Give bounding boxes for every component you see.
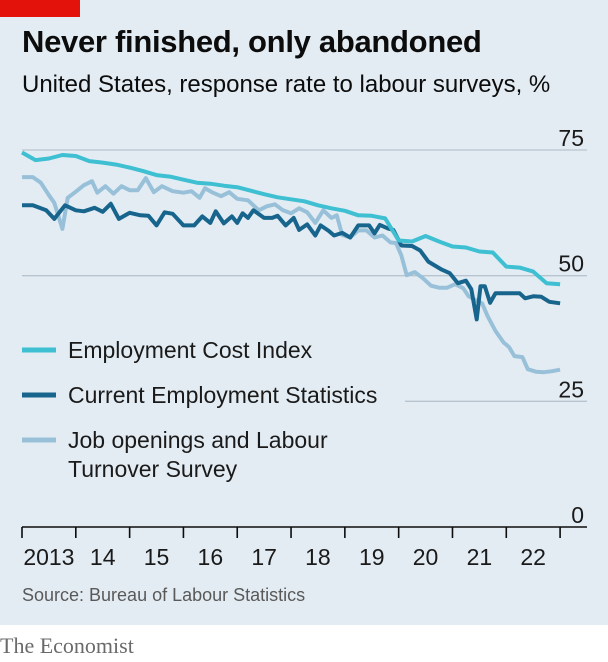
legend-label-2-line2: Turnover Survey (68, 456, 238, 482)
source-note: Source: Bureau of Labour Statistics (22, 585, 306, 605)
line-chart: 0 25 50 75 Employment Cost Index Current Emp… (21, 125, 587, 570)
chart-panel: Never finished, only abandoned United St… (0, 0, 608, 625)
y-tick-label-50: 50 (558, 251, 584, 277)
x-tick-label-20: 20 (413, 544, 439, 570)
series-line-0 (21, 150, 561, 287)
x-tick-label-14: 14 (90, 544, 116, 570)
legend-label-2: Job openings and Labour (68, 427, 328, 453)
x-tick-label-18: 18 (305, 544, 331, 570)
series-line-1 (22, 201, 561, 322)
y-tick-label-25: 25 (558, 376, 584, 402)
x-tick-label-22: 22 (520, 544, 546, 570)
x-tick-label-19: 19 (359, 544, 385, 570)
x-tick-label-15: 15 (144, 544, 170, 570)
chart-title: Never finished, only abandoned (22, 24, 482, 59)
chart-subtitle: United States, response rate to labour s… (22, 71, 551, 98)
legend-label-1: Current Employment Statistics (68, 382, 377, 408)
x-tick-label-21: 21 (467, 544, 493, 570)
y-tick-label-75: 75 (558, 125, 584, 151)
legend: Employment Cost Index Current Employment … (22, 337, 377, 482)
x-tick-label-16: 16 (198, 544, 224, 570)
grid-lines: 0 25 50 75 (22, 125, 587, 528)
x-tick-label-17: 17 (251, 544, 277, 570)
brand-red-tag (0, 0, 80, 17)
y-tick-label-0: 0 (571, 502, 584, 528)
series-lines (21, 150, 561, 375)
economist-wordmark: The Economist (0, 633, 134, 658)
legend-label-0: Employment Cost Index (68, 337, 313, 363)
x-axis: 2013 14 15 16 17 18 19 20 21 22 (21, 526, 587, 570)
x-tick-label-2013: 2013 (23, 544, 74, 570)
